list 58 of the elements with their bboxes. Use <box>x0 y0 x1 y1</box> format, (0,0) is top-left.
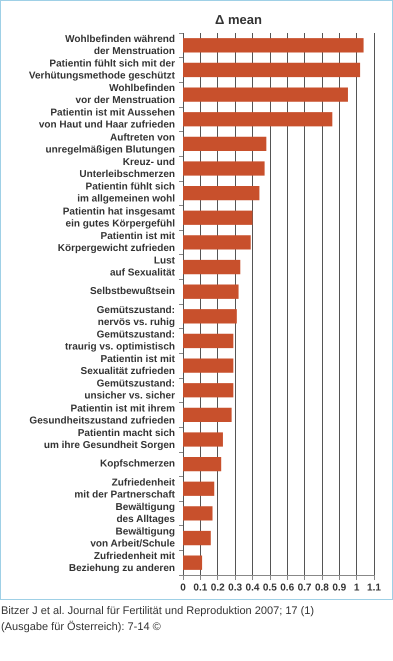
bar <box>183 210 252 225</box>
x-tick-label: 0.5 <box>262 582 278 594</box>
y-tick-label: Gemütszustand: nervös vs. ruhig <box>96 304 175 328</box>
bar <box>183 383 234 398</box>
bar <box>183 530 211 546</box>
y-tick-label: Wohlbefinden vor der Menstruation <box>76 83 175 106</box>
bar <box>183 284 239 299</box>
bar <box>183 62 360 78</box>
bar <box>183 161 265 176</box>
y-tick-label: Patientin hat insgesamt ein gutes Körpergefühl <box>62 206 176 230</box>
y-tick-label: Patientin fühlt sich im allgemeinen wohl <box>77 182 176 205</box>
y-tick-label: Bewältigung von Arbeit/Schule <box>90 526 176 550</box>
y-tick-label: Selbstbewußtsein <box>90 286 175 298</box>
y-tick-label: Patientin fühlt sich mit der Verhütungsmethode geschützt <box>28 58 176 82</box>
x-tick-label: 0.1 <box>193 582 208 594</box>
text: Bitzer J et al. Journal für Fertilität und Reproduktion 2007; 17 (1) (Ausgabe für Österreich): 7-14 © <box>1 604 314 635</box>
y-tick-label: Patientin ist mit Körpergewicht zufrieden <box>58 230 176 254</box>
y-tick-label: Auftreten von unregelmäßigen Blutungen <box>46 132 175 156</box>
y-tick-label: Bewältigung des Alltages <box>116 502 176 525</box>
y-tick-label: Patientin macht sich um ihre Gesundheit Sorgen <box>44 428 175 451</box>
bar <box>183 136 266 152</box>
y-tick-label: Gemütszustand: traurig vs. optimistisch <box>64 329 175 352</box>
chart-title: Δ mean <box>215 12 262 27</box>
x-tick-label: 1.1 <box>367 582 382 594</box>
y-tick-label: Kopfschmerzen <box>100 458 175 470</box>
x-tick-label: 0.6 <box>280 582 295 594</box>
y-tick-label: Patientin ist mit Aussehen von Haut und Haar zufrieden <box>38 108 175 131</box>
bar <box>183 112 332 126</box>
y-tick-label: Patientin ist mit ihrem Gesundheitszustand zufrieden <box>29 403 176 426</box>
bar <box>183 260 240 274</box>
y-tick-label: Patientin ist mit Sexualität zufrieden <box>80 354 176 378</box>
bar <box>183 456 222 472</box>
x-tick-label: 1 <box>354 582 360 594</box>
bar <box>183 235 251 250</box>
y-tick-label: Wohlbefinden während der Menstruation <box>65 34 175 57</box>
y-tick-label: Gemütszustand: unsicher vs. sicher <box>84 378 176 402</box>
x-tick-label: 0.2 <box>210 582 226 594</box>
x-tick-label: 0.4 <box>246 582 260 594</box>
bar <box>183 334 234 348</box>
y-tick-label: Lust auf Sexualität <box>110 256 176 279</box>
x-tick-label: 0.8 <box>314 582 330 594</box>
bar <box>183 482 214 496</box>
bar <box>183 408 232 422</box>
bar <box>183 186 260 200</box>
bar <box>183 309 237 324</box>
x-tick-label: 0 <box>180 582 186 594</box>
bar <box>183 38 364 52</box>
y-tick-label: Kreuz- und Unterleibschmerzen <box>79 157 175 180</box>
x-tick-label: 0.7 <box>298 582 312 594</box>
bar <box>183 556 202 570</box>
bar <box>183 506 213 521</box>
y-tick-label: Zufriedenheit mit Beziehung zu anderen <box>68 551 176 574</box>
bar <box>183 87 348 102</box>
x-tick-label: 0.3 <box>228 582 242 594</box>
bar <box>183 432 223 447</box>
bar <box>183 358 234 373</box>
x-tick-label: 0.9 <box>332 582 347 594</box>
y-tick-label: Zufriedenheit mit der Partnerschaft <box>74 477 176 500</box>
